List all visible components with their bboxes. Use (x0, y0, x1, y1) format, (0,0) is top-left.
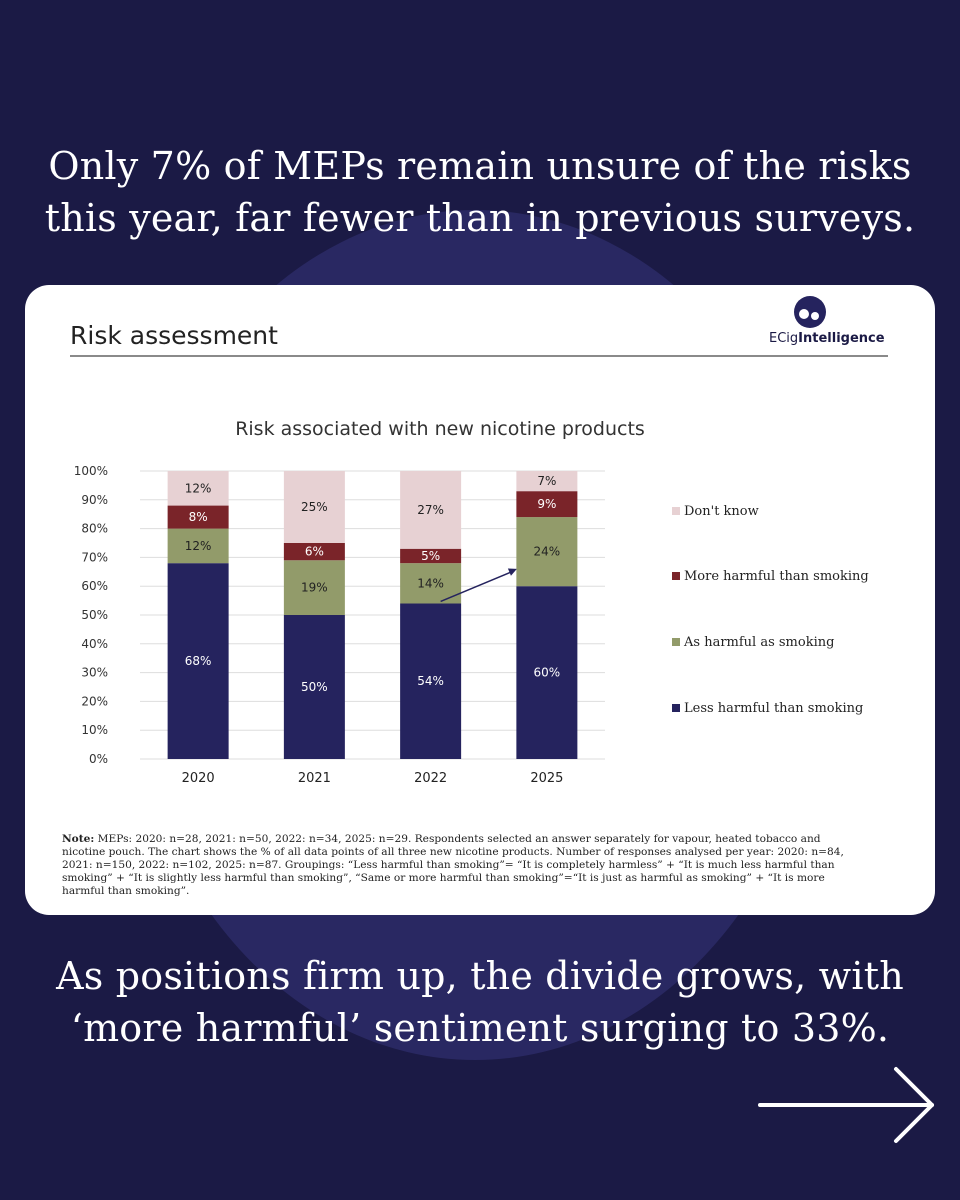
bar-segment (400, 548, 462, 564)
data-label: 6% (305, 545, 324, 559)
bar-segment (167, 563, 229, 759)
legend-swatch (672, 704, 680, 712)
bar-segment (283, 615, 345, 759)
title-divider (70, 355, 888, 357)
data-label: 68% (185, 654, 212, 668)
data-label: 25% (301, 500, 328, 514)
data-label: 60% (534, 666, 561, 680)
bar-segment (283, 560, 345, 615)
bar-segment (516, 517, 578, 587)
chart-title: Risk associated with new nicotine produc… (235, 418, 645, 440)
data-label: 12% (185, 539, 212, 553)
y-tick-label: 80% (81, 522, 108, 536)
y-tick-label: 70% (81, 550, 108, 564)
bottom-headline: As positions firm up, the divide grows, … (0, 950, 960, 1054)
slide-title: Risk assessment (70, 321, 278, 350)
top-headline: Only 7% of MEPs remain unsure of the ris… (0, 140, 960, 244)
bar-segment (516, 471, 578, 492)
data-label: 19% (301, 581, 328, 595)
x-tick-label: 2022 (414, 771, 447, 786)
y-tick-label: 0% (89, 752, 108, 766)
stacked-bar-chart: 0% 10% 20% 30% 40% 50% 60% 70% 80% 90% 100% 68% 12% 8… (74, 464, 869, 786)
y-tick-label: 90% (81, 493, 108, 507)
x-tick-label: 2021 (298, 771, 331, 786)
data-label: 8% (189, 510, 208, 524)
logo-text-light: ECig (769, 331, 799, 346)
data-label: 12% (185, 481, 212, 495)
y-tick-label: 60% (81, 579, 108, 593)
bottom-headline-line-2: ‘more harmful’ sentiment surging to 33%. (70, 1006, 890, 1050)
right-arrow-icon[interactable] (758, 1065, 938, 1145)
bar-segment (283, 471, 345, 543)
bar-segment (516, 586, 578, 759)
bar-segment (167, 471, 229, 506)
annotation-arrow-head (507, 568, 517, 576)
legend-swatch (672, 638, 680, 646)
annotation-arrow-line (440, 570, 515, 603)
data-label: 27% (417, 503, 444, 517)
note-label: Note: (62, 833, 95, 845)
legend-label: Don't know (684, 504, 759, 519)
data-label: 24% (534, 545, 561, 559)
logo-text-bold: Intelligence (798, 331, 885, 346)
top-headline-line-2: this year, far fewer than in previous su… (44, 196, 916, 240)
y-tick-label: 100% (74, 464, 108, 478)
data-label: 54% (417, 674, 444, 688)
x-tick-label: 2025 (530, 771, 563, 786)
bar-segment (400, 471, 462, 549)
legend-swatch (672, 572, 680, 580)
bar-segment (167, 528, 229, 564)
bar-segment (283, 543, 345, 561)
bar-segment (516, 491, 578, 518)
ecig-logo-icon (794, 296, 826, 328)
y-tick-label: 40% (81, 637, 108, 651)
data-label: 9% (537, 497, 556, 511)
legend-label: As harmful as smoking (683, 635, 834, 650)
ecig-intelligence-logo: ECigIntelligence (769, 295, 889, 351)
chart-card: Risk assessment ECigIntelligence Risk as… (25, 285, 935, 915)
data-label: 7% (537, 474, 556, 488)
y-tick-label: 50% (81, 608, 108, 622)
y-tick-label: 20% (81, 694, 108, 708)
y-tick-label: 30% (81, 666, 108, 680)
x-tick-label: 2020 (182, 771, 215, 786)
legend-swatch (672, 507, 680, 515)
note-text: MEPs: 2020: n=28, 2021: n=50, 2022: n=34… (62, 833, 844, 897)
logo-text: ECigIntelligence (769, 331, 894, 346)
data-label: 14% (417, 576, 444, 590)
top-headline-line-1: Only 7% of MEPs remain unsure of the ris… (48, 144, 912, 188)
bar-segment (400, 603, 462, 759)
data-label: 50% (301, 680, 328, 694)
bar-segment (167, 505, 229, 529)
chart-note: Note: MEPs: 2020: n=28, 2021: n=50, 2022… (62, 833, 862, 898)
legend-label: More harmful than smoking (684, 569, 869, 584)
bottom-headline-line-1: As positions firm up, the divide grows, … (56, 954, 904, 998)
y-tick-label: 10% (81, 723, 108, 737)
data-label: 5% (421, 549, 440, 563)
legend-label: Less harmful than smoking (684, 701, 863, 716)
